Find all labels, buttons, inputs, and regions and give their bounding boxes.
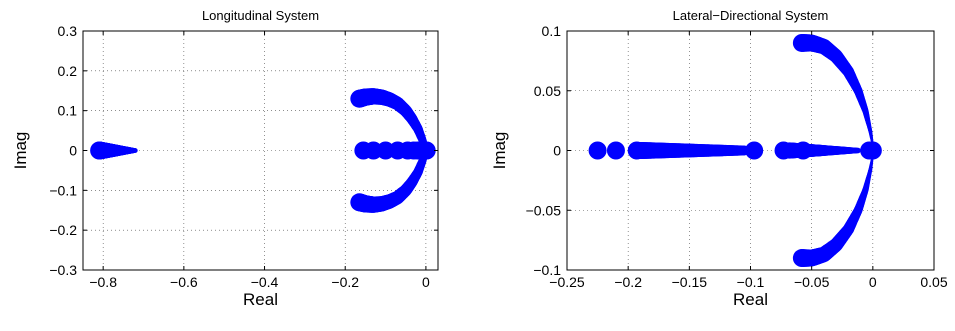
data-markers xyxy=(90,88,436,213)
x-tick-label: 0.05 xyxy=(920,274,947,290)
x-tick-label: −0.8 xyxy=(89,274,117,290)
x-tick-label: −0.2 xyxy=(614,274,642,290)
x-tick-label: −0.4 xyxy=(251,274,279,290)
x-tick-label: −0.2 xyxy=(331,274,359,290)
pole-marker xyxy=(794,141,813,160)
pole-marker xyxy=(745,141,764,160)
y-tick-label: 0.1 xyxy=(58,103,78,119)
pole-marker xyxy=(774,141,793,160)
y-tick-label: 0.05 xyxy=(534,83,561,99)
y-tick-label: −0.1 xyxy=(49,182,77,198)
pole-marker xyxy=(627,141,646,160)
lateral-directional-plot: −0.25 −0.2 −0.15 −0.1 −0.05 0 0.05 −0.1 −0.05 0 0.… xyxy=(490,8,948,309)
data-markers xyxy=(588,33,882,268)
locus-marker xyxy=(133,148,138,153)
y-tick-label: 0.2 xyxy=(58,63,78,79)
y-axis-label: Imag xyxy=(490,132,509,170)
y-axis-label: Imag xyxy=(11,132,30,170)
y-tick-label: −0.3 xyxy=(49,262,77,278)
x-tick-label: −0.1 xyxy=(737,274,765,290)
x-tick-label: 0 xyxy=(869,274,877,290)
x-tick-label: −0.05 xyxy=(794,274,830,290)
pole-marker xyxy=(863,141,882,160)
y-tick-label: −0.05 xyxy=(526,202,562,218)
x-tick-label: −0.25 xyxy=(549,274,585,290)
longitudinal-plot: −0.8 −0.6 −0.4 −0.2 0 −0.3 −0.2 −0.1 0 0.1 0.2 0.3 L… xyxy=(11,8,439,309)
pole-marker xyxy=(588,141,607,160)
y-tick-label: 0 xyxy=(69,143,77,159)
y-tick-label: −0.1 xyxy=(533,262,561,278)
x-axis-label: Real xyxy=(733,290,768,309)
chart-title: Longitudinal System xyxy=(202,8,319,23)
pole-marker xyxy=(606,141,625,160)
pole-marker xyxy=(417,141,436,160)
locus-marker xyxy=(855,147,861,154)
y-tick-label: 0.1 xyxy=(542,23,562,39)
y-tick-label: 0 xyxy=(553,143,561,159)
chart-title: Lateral−Directional System xyxy=(673,8,829,23)
x-tick-label: −0.15 xyxy=(672,274,708,290)
y-tick-label: 0.3 xyxy=(58,23,78,39)
y-tick-label: −0.2 xyxy=(49,222,77,238)
x-axis-label: Real xyxy=(243,290,278,309)
x-tick-label: 0 xyxy=(422,274,430,290)
x-tick-label: −0.6 xyxy=(170,274,198,290)
